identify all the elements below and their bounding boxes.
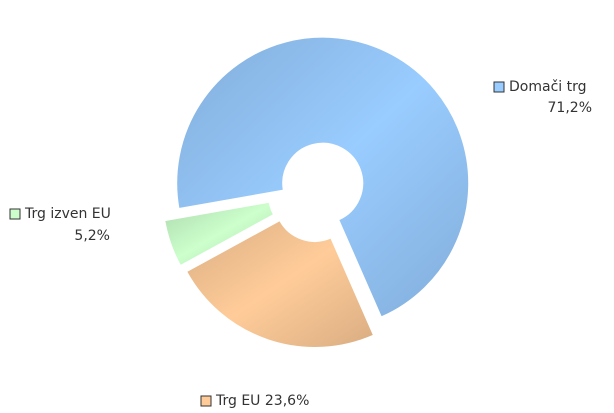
slice: [186, 220, 375, 348]
legend-swatch: [493, 81, 505, 93]
slice-name: Domači trg: [509, 79, 587, 95]
slice-value: 71,2%: [548, 100, 592, 116]
slice-name: Trg izven EU: [24, 206, 111, 222]
slice-label: Trg izven EU: [24, 206, 111, 222]
slice: [164, 201, 275, 267]
legend-swatch: [9, 208, 21, 220]
slice-label: Domači trg: [509, 79, 587, 95]
slice-name: Trg EU: [215, 393, 260, 409]
slice-label: Trg EU 23,6%: [215, 393, 309, 409]
slice-value: 5,2%: [74, 228, 110, 244]
slice: [176, 36, 470, 318]
legend-swatch: [200, 395, 212, 407]
slice-value: 23,6%: [265, 393, 309, 409]
